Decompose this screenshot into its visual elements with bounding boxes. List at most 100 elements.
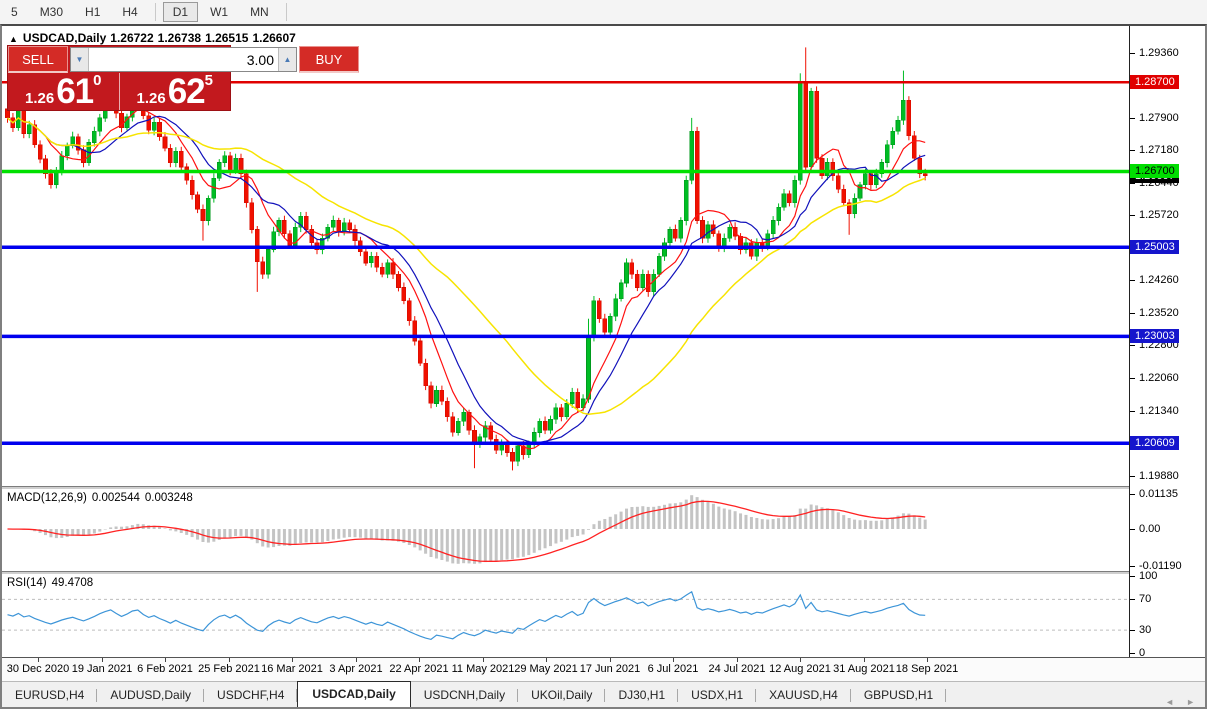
macd-plot[interactable]	[2, 489, 1129, 571]
price-tick-label: 0.00	[1139, 523, 1161, 535]
price-axis[interactable]: 1.29360 1.27900 1.27180 1.26440 1.25720 1.242…	[1129, 26, 1205, 659]
axis-tick-mark	[1130, 150, 1135, 151]
axis-tick-mark	[1130, 378, 1135, 379]
price-tick-label: 1.24260	[1139, 274, 1179, 286]
axis-tick-mark	[1130, 313, 1135, 314]
level-price-label: 1.28700	[1130, 75, 1179, 89]
date-label: 29 May 2021	[514, 663, 578, 675]
price-tick-label: 1.22060	[1139, 372, 1179, 384]
tab-xauusd-h4[interactable]: XAUUSD,H4	[756, 684, 851, 707]
timeframe-w1-button[interactable]: W1	[210, 5, 229, 19]
sell-price-pip: 0	[93, 72, 102, 89]
rsi-value: 49.4708	[51, 577, 94, 589]
close-value: 1.26607	[252, 31, 296, 45]
price-tick-label: 70	[1139, 593, 1152, 605]
toolbar-separator	[154, 3, 156, 21]
axis-tick-mark	[1130, 494, 1135, 495]
axis-tick-mark	[1130, 118, 1135, 119]
price-tick-label: 0.01135	[1139, 488, 1178, 500]
macd-label: MACD(12,26,9) 0.002544 0.003248	[7, 492, 198, 504]
buy-button[interactable]: BUY	[299, 46, 359, 73]
tab-gbpusd-h1[interactable]: GBPUSD,H1	[851, 684, 947, 707]
tab-usdcnh-daily[interactable]: USDCNH,Daily	[411, 684, 519, 707]
price-tick-label: 1.25720	[1139, 209, 1179, 221]
level-price-label: 1.20609	[1130, 436, 1179, 450]
price-tick-label: 1.27900	[1139, 112, 1179, 124]
date-tick-mark	[610, 658, 611, 662]
price-tick-label: 100	[1139, 570, 1158, 582]
panel-resize-divider[interactable]	[2, 486, 1205, 489]
date-label: 19 Jan 2021	[71, 663, 133, 675]
date-tick-mark	[927, 658, 928, 662]
price-tick-label: 30	[1139, 624, 1152, 636]
axis-tick-mark	[1130, 345, 1135, 346]
low-value: 1.26515	[205, 31, 249, 45]
macd-name: MACD(12,26,9)	[7, 492, 87, 504]
buy-price-prefix: 1.26	[136, 90, 166, 107]
price-tick-label: 0	[1139, 647, 1146, 659]
price-tick-label: 1.23520	[1139, 307, 1179, 319]
candlestick-plot[interactable]	[2, 26, 1129, 486]
timeframe-h1-button[interactable]: H1	[85, 5, 101, 19]
tab-scroll-controls: ◄ ►	[1165, 697, 1205, 707]
high-value: 1.26738	[157, 31, 202, 45]
tab-ukoil-daily[interactable]: UKOil,Daily	[518, 684, 606, 707]
sell-price-display: 1.26 61 0	[8, 73, 120, 110]
tab-scroll-right-button[interactable]: ►	[1186, 697, 1195, 707]
axis-tick-mark	[1130, 599, 1135, 600]
timeframe-mn-button[interactable]: MN	[250, 5, 269, 19]
axis-tick-mark	[1130, 411, 1135, 412]
macd-signal-value: 0.003248	[144, 492, 193, 504]
tab-usdx-h1[interactable]: USDX,H1	[678, 684, 757, 707]
date-tick-mark	[419, 658, 420, 662]
axis-tick-mark	[1130, 529, 1135, 530]
tab-usdcad-daily[interactable]: USDCAD,Daily	[297, 681, 411, 707]
tab-eurusd-h4[interactable]: EURUSD,H4	[2, 684, 98, 707]
date-label: 6 Jul 2021	[647, 663, 699, 675]
axis-tick-mark	[1130, 630, 1135, 631]
volume-input[interactable]	[89, 48, 278, 71]
volume-stepper: ▼ ▲	[70, 47, 297, 72]
panel-resize-divider[interactable]	[2, 571, 1205, 574]
tab-scroll-left-button[interactable]: ◄	[1165, 697, 1175, 707]
date-tick-mark	[737, 658, 738, 662]
date-label: 11 May 2021	[451, 663, 515, 675]
date-tick-mark	[165, 658, 166, 662]
price-tick-label: 1.21340	[1139, 405, 1179, 417]
volume-increase-button[interactable]: ▲	[278, 48, 296, 71]
rsi-plot[interactable]	[2, 574, 1129, 657]
tab-audusd-daily[interactable]: AUDUSD,Daily	[97, 684, 204, 707]
date-tick-mark	[102, 658, 103, 662]
date-tick-mark	[546, 658, 547, 662]
plots-area: ▲ USDCAD,Daily 1.26722 1.26738 1.26515 1.2660…	[2, 26, 1205, 659]
timeframe-h4-button[interactable]: H4	[122, 5, 138, 19]
date-label: 17 Jun 2021	[579, 663, 641, 675]
chart-tab-bar: EURUSD,H4 AUDUSD,Daily USDCHF,H4 USDCAD,Dai…	[2, 681, 1205, 707]
sell-button[interactable]: SELL	[8, 46, 68, 73]
date-label: 31 Aug 2021	[833, 663, 895, 675]
date-tick-mark	[483, 658, 484, 662]
axis-tick-mark	[1130, 280, 1135, 281]
timeframe-m30-button[interactable]: M30	[39, 5, 64, 19]
sell-price-prefix: 1.26	[25, 90, 55, 107]
date-label: 22 Apr 2021	[389, 663, 449, 675]
timeframe-5-button[interactable]: 5	[11, 5, 18, 19]
level-price-label: 1.26700	[1130, 164, 1179, 178]
price-tick-label: 1.19880	[1139, 470, 1179, 482]
rsi-panel[interactable]: RSI(14) 49.4708	[2, 574, 1129, 657]
macd-panel[interactable]: MACD(12,26,9) 0.002544 0.003248	[2, 489, 1129, 571]
volume-decrease-button[interactable]: ▼	[71, 48, 89, 71]
axis-tick-mark	[1130, 653, 1135, 654]
tab-usdchf-h4[interactable]: USDCHF,H4	[204, 684, 298, 707]
one-click-panel-arrow-icon[interactable]: ▲	[9, 34, 18, 44]
time-axis[interactable]: 30 Dec 2020 19 Jan 2021 6 Feb 2021 25 Feb 2…	[2, 657, 1205, 681]
timeframe-d1-button[interactable]: D1	[162, 2, 199, 22]
buy-price-pip: 5	[204, 72, 213, 89]
tab-dj30-h1[interactable]: DJ30,H1	[605, 684, 678, 707]
symbol-period-label: USDCAD,Daily	[22, 31, 107, 45]
axis-tick-mark	[1130, 183, 1135, 184]
axis-tick-mark	[1130, 215, 1135, 216]
main-chart-panel[interactable]: ▲ USDCAD,Daily 1.26722 1.26738 1.26515 1.2660…	[2, 26, 1129, 486]
date-tick-mark	[38, 658, 39, 662]
